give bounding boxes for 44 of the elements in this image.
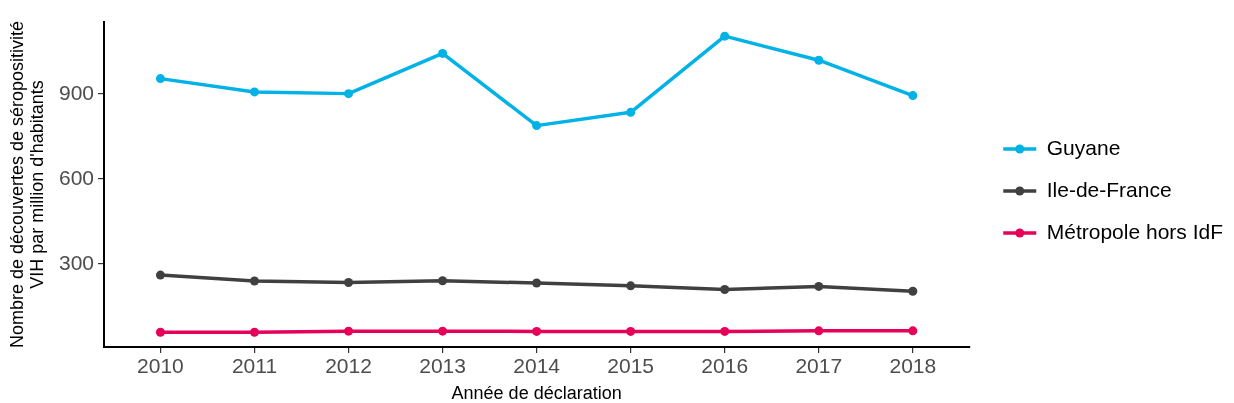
point: [438, 326, 448, 336]
legend-label: Ile-de-France: [1046, 177, 1172, 201]
y-tick-label: 600: [58, 165, 94, 189]
point: [438, 48, 448, 58]
point: [249, 276, 259, 286]
x-tick-label: 2010: [137, 354, 184, 378]
point: [814, 55, 824, 65]
point: [532, 121, 542, 131]
point: [720, 326, 730, 336]
point: [532, 278, 542, 288]
point: [814, 281, 824, 291]
point: [908, 286, 918, 296]
legend-label: Métropole hors IdF: [1046, 219, 1224, 243]
point: [626, 107, 636, 117]
point: [249, 327, 259, 337]
point: [908, 326, 918, 336]
legend-label: Guyane: [1046, 135, 1121, 159]
x-tick-label: 2018: [889, 354, 937, 378]
x-tick-label: 2011: [231, 354, 278, 378]
x-tick-label: 2014: [513, 354, 561, 378]
point: [344, 89, 354, 99]
point: [626, 326, 636, 336]
x-tick-label: 2015: [607, 354, 655, 378]
point: [438, 276, 448, 286]
x-tick-label: 2012: [325, 354, 372, 378]
point: [344, 326, 354, 336]
point: [908, 91, 918, 101]
x-axis-title: Année de déclaration: [451, 382, 622, 403]
x-tick-label: 2016: [701, 354, 749, 378]
point: [532, 326, 542, 336]
point: [814, 326, 824, 336]
y-tick-label: 900: [58, 80, 94, 104]
point: [720, 31, 730, 41]
point: [155, 74, 165, 84]
y-tick-label: 300: [58, 250, 94, 274]
point: [626, 281, 636, 291]
point: [155, 270, 165, 280]
point: [155, 327, 165, 337]
point: [720, 285, 730, 295]
point: [249, 87, 259, 97]
x-tick-label: 2017: [795, 354, 843, 378]
point: [344, 277, 354, 287]
y-axis-title: Nombre de découvertes de séropositivité VIH par million d'habitants: [6, 20, 47, 349]
x-tick-label: 2013: [419, 354, 466, 378]
